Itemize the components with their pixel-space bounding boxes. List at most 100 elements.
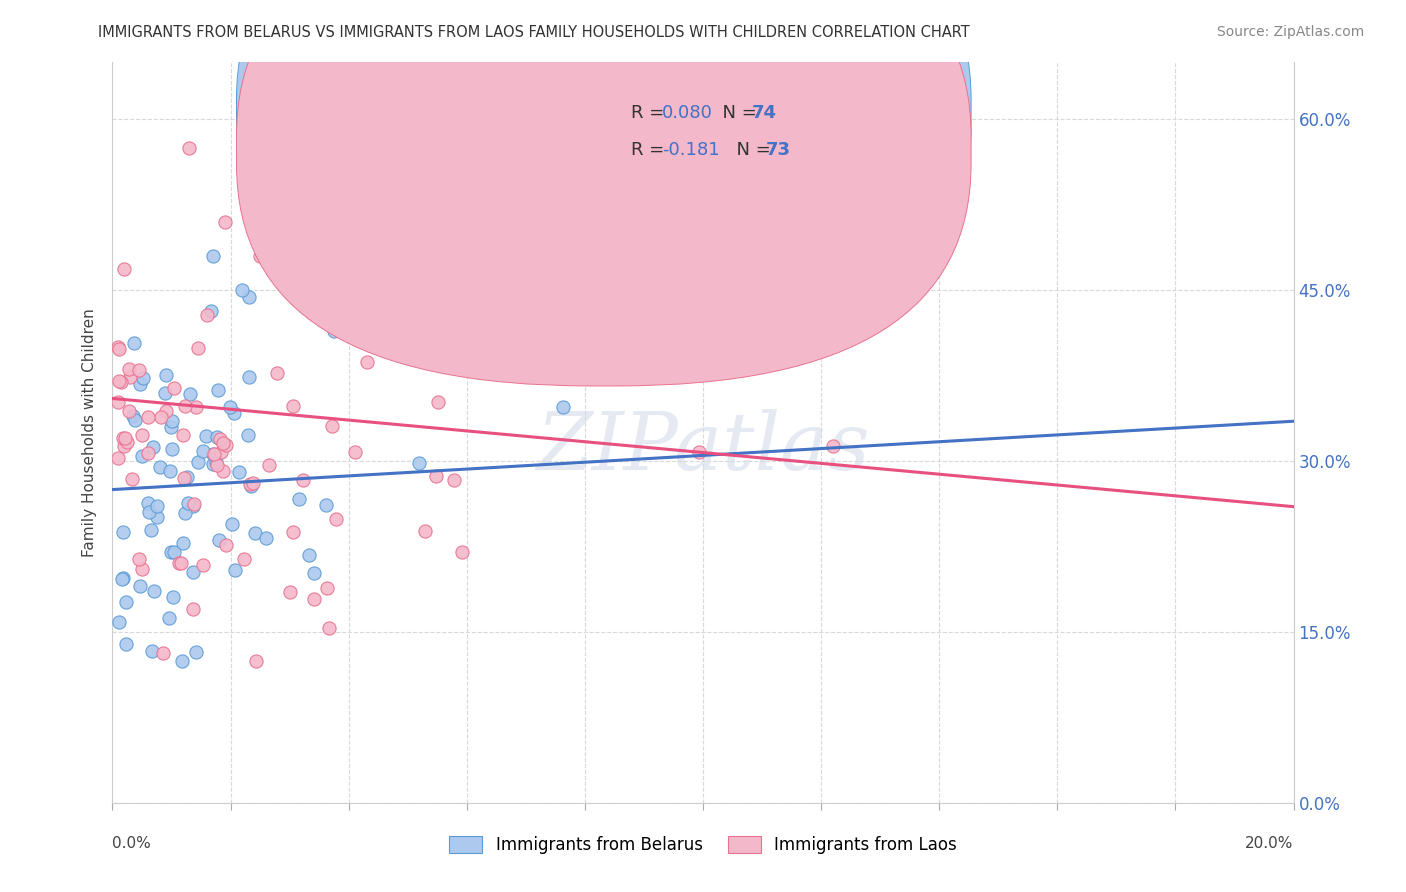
Point: [551, 400, 574, 414]
Point: [325, 511, 347, 525]
Legend: Immigrants from Belarus, Immigrants from Laos: Immigrants from Belarus, Immigrants from…: [443, 830, 963, 861]
Point: [118, 362, 141, 376]
Point: [160, 545, 183, 559]
Point: [219, 401, 242, 415]
Point: [245, 654, 267, 668]
Point: [315, 581, 337, 595]
Point: [176, 470, 198, 484]
FancyBboxPatch shape: [236, 0, 972, 386]
Point: [108, 615, 131, 630]
Point: [139, 523, 162, 537]
Point: [187, 455, 209, 469]
Point: [191, 444, 214, 458]
Point: [107, 340, 129, 354]
Point: [172, 536, 194, 550]
Point: [305, 230, 328, 244]
Point: [283, 399, 305, 413]
Point: [159, 611, 181, 625]
Point: [131, 562, 153, 576]
Point: [239, 476, 262, 491]
Point: [427, 394, 450, 409]
Point: [278, 272, 301, 286]
Point: [281, 524, 304, 539]
Point: [136, 496, 159, 510]
Point: [173, 506, 195, 520]
Point: [138, 409, 160, 424]
Point: [138, 505, 160, 519]
Point: [212, 464, 235, 478]
Point: [150, 409, 173, 424]
Point: [243, 526, 266, 541]
Point: [108, 342, 131, 356]
Point: [122, 409, 145, 423]
Point: [302, 566, 325, 580]
Point: [111, 572, 134, 586]
Point: [152, 646, 174, 660]
Point: [187, 341, 209, 355]
Point: [202, 447, 225, 461]
Point: [688, 444, 710, 458]
Point: [322, 324, 344, 338]
Text: Source: ZipAtlas.com: Source: ZipAtlas.com: [1216, 25, 1364, 39]
Point: [107, 451, 129, 466]
Point: [266, 367, 288, 381]
Point: [425, 469, 447, 483]
Point: [124, 412, 146, 426]
Point: [205, 455, 228, 469]
Point: [413, 524, 436, 539]
Point: [112, 524, 135, 539]
Point: [128, 552, 150, 566]
Point: [228, 465, 250, 479]
Point: [170, 556, 193, 570]
Point: [179, 386, 201, 401]
Point: [240, 478, 263, 492]
Point: [181, 565, 204, 579]
Point: [162, 442, 184, 456]
Point: [131, 450, 153, 464]
Point: [249, 249, 271, 263]
Point: [177, 496, 200, 510]
Point: [141, 644, 163, 658]
Text: R =: R =: [631, 103, 669, 122]
Point: [107, 375, 129, 389]
Point: [136, 446, 159, 460]
Point: [172, 427, 194, 442]
Text: -0.181: -0.181: [662, 141, 720, 159]
Point: [292, 474, 315, 488]
Point: [129, 376, 152, 391]
Point: [215, 438, 238, 452]
Point: [132, 371, 155, 385]
Text: 0.0%: 0.0%: [112, 836, 152, 851]
Point: [408, 456, 430, 470]
Point: [202, 447, 225, 461]
Point: [186, 645, 208, 659]
Point: [238, 370, 260, 384]
Point: [195, 429, 218, 443]
Point: [221, 517, 243, 532]
Point: [155, 368, 177, 382]
Point: [115, 434, 138, 449]
Point: [163, 381, 186, 395]
Point: [222, 405, 245, 419]
Point: [214, 215, 236, 229]
Point: [184, 400, 207, 414]
Point: [201, 249, 224, 263]
Point: [142, 583, 165, 598]
Point: [302, 591, 325, 606]
Point: [242, 475, 264, 490]
Point: [200, 304, 222, 318]
Point: [120, 370, 142, 384]
Text: 20.0%: 20.0%: [1246, 836, 1294, 851]
Point: [162, 591, 184, 605]
Point: [298, 548, 321, 562]
Point: [155, 386, 177, 401]
Point: [208, 533, 231, 547]
Text: ZIPatlas: ZIPatlas: [536, 409, 870, 486]
Point: [149, 459, 172, 474]
Y-axis label: Family Households with Children: Family Households with Children: [82, 309, 97, 557]
Point: [257, 458, 280, 472]
Point: [821, 439, 844, 453]
Point: [318, 621, 340, 635]
Text: 73: 73: [766, 141, 790, 159]
Point: [183, 497, 205, 511]
